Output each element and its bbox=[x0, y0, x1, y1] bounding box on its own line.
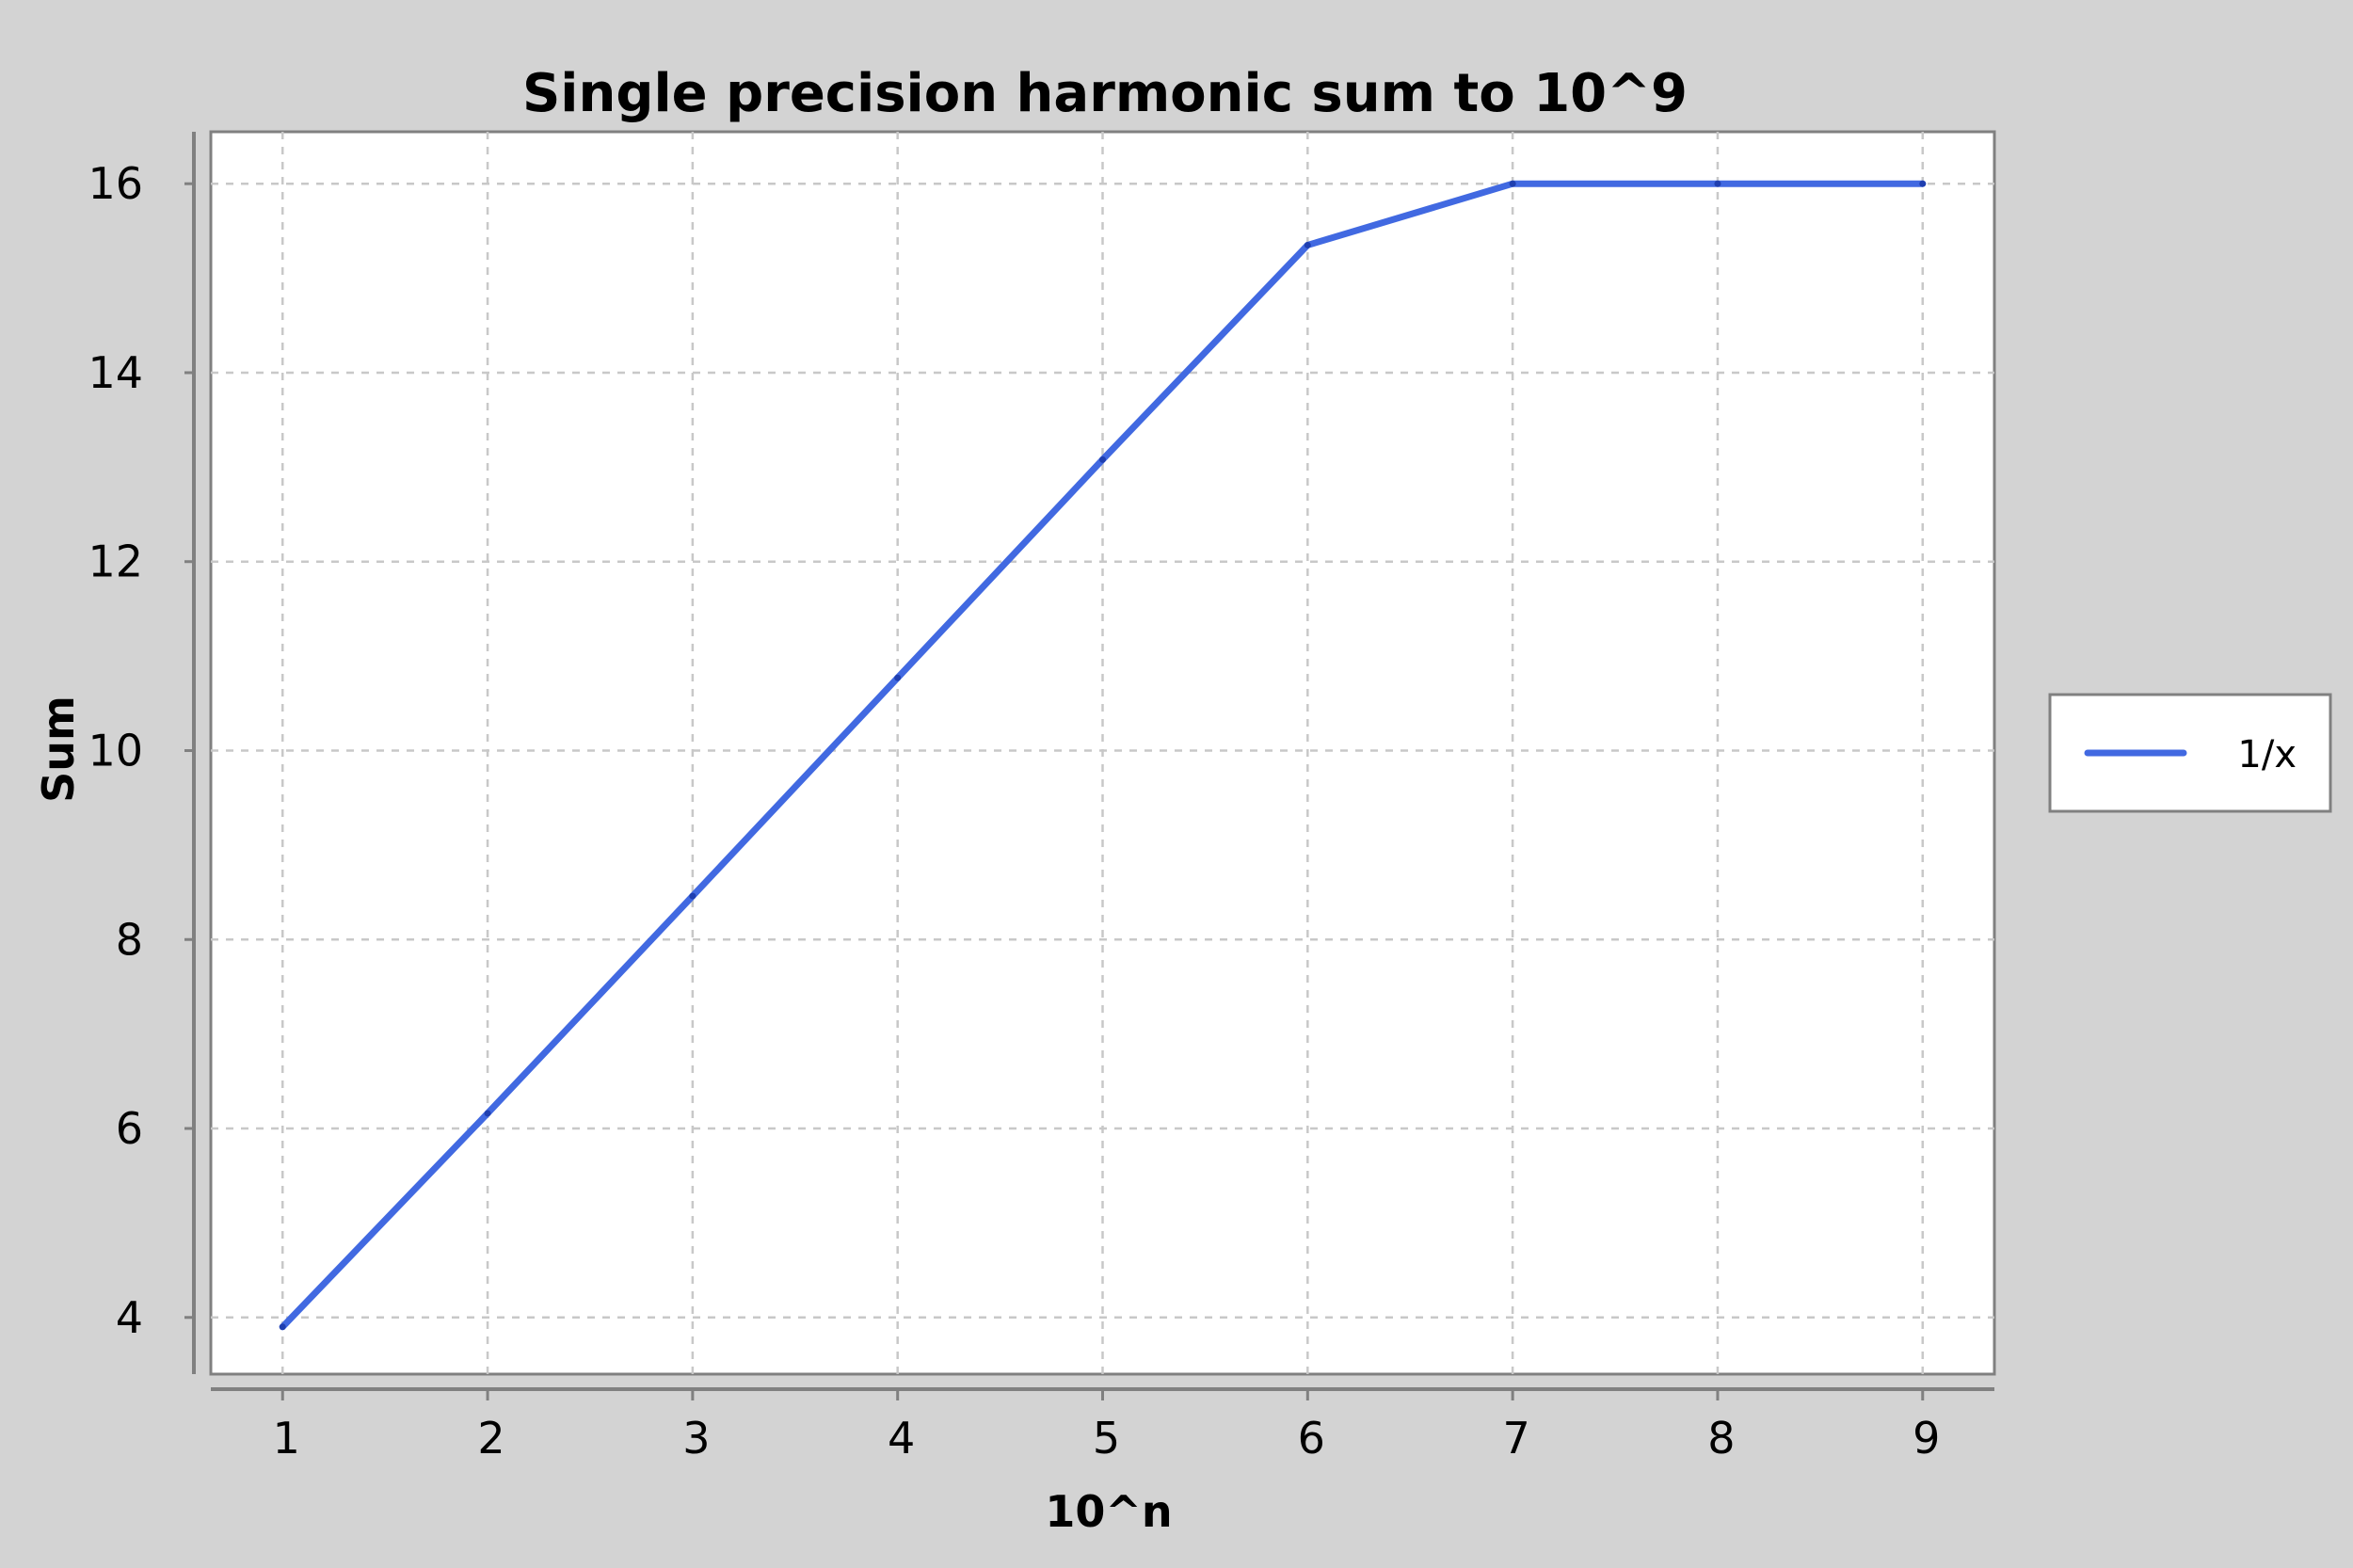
x-ticks: 1 2 3 4 5 6 7 8 9 bbox=[273, 1389, 1940, 1464]
x-tick-label: 5 bbox=[1093, 1413, 1120, 1464]
data-point bbox=[279, 1323, 286, 1331]
x-tick-label: 2 bbox=[477, 1413, 504, 1464]
series-group bbox=[279, 180, 1927, 1331]
legend-label: 1/x bbox=[2237, 733, 2297, 776]
x-axis-label: 10^n bbox=[1045, 1486, 1172, 1537]
data-point bbox=[1714, 180, 1721, 187]
x-tick-label: 7 bbox=[1502, 1413, 1529, 1464]
x-tick-label: 4 bbox=[888, 1413, 915, 1464]
data-point bbox=[1919, 180, 1927, 187]
y-tick-label: 16 bbox=[88, 158, 143, 209]
data-point bbox=[689, 892, 696, 900]
y-tick-label: 10 bbox=[88, 725, 143, 776]
y-ticks: 4 6 8 10 12 14 16 bbox=[88, 158, 194, 1343]
x-tick-label: 1 bbox=[273, 1413, 300, 1464]
data-point bbox=[894, 674, 902, 681]
chart-title: Single precision harmonic sum to 10^9 bbox=[522, 63, 1688, 124]
data-point bbox=[1304, 241, 1311, 248]
legend: 1/x bbox=[2048, 693, 2332, 813]
y-tick-label: 6 bbox=[116, 1103, 143, 1154]
grid bbox=[211, 132, 1994, 1374]
y-tick-label: 14 bbox=[88, 347, 143, 398]
x-tick-label: 3 bbox=[682, 1413, 710, 1464]
legend-box bbox=[2048, 693, 2332, 813]
y-tick-label: 4 bbox=[116, 1292, 143, 1343]
x-tick-label: 6 bbox=[1298, 1413, 1325, 1464]
data-point bbox=[1509, 180, 1516, 187]
y-axis-label: Sum bbox=[33, 696, 84, 803]
x-tick-label: 8 bbox=[1707, 1413, 1735, 1464]
x-tick-label: 9 bbox=[1913, 1413, 1940, 1464]
data-point bbox=[484, 1110, 491, 1117]
y-tick-label: 12 bbox=[88, 536, 143, 587]
y-tick-label: 8 bbox=[116, 914, 143, 965]
data-point bbox=[1099, 456, 1106, 463]
